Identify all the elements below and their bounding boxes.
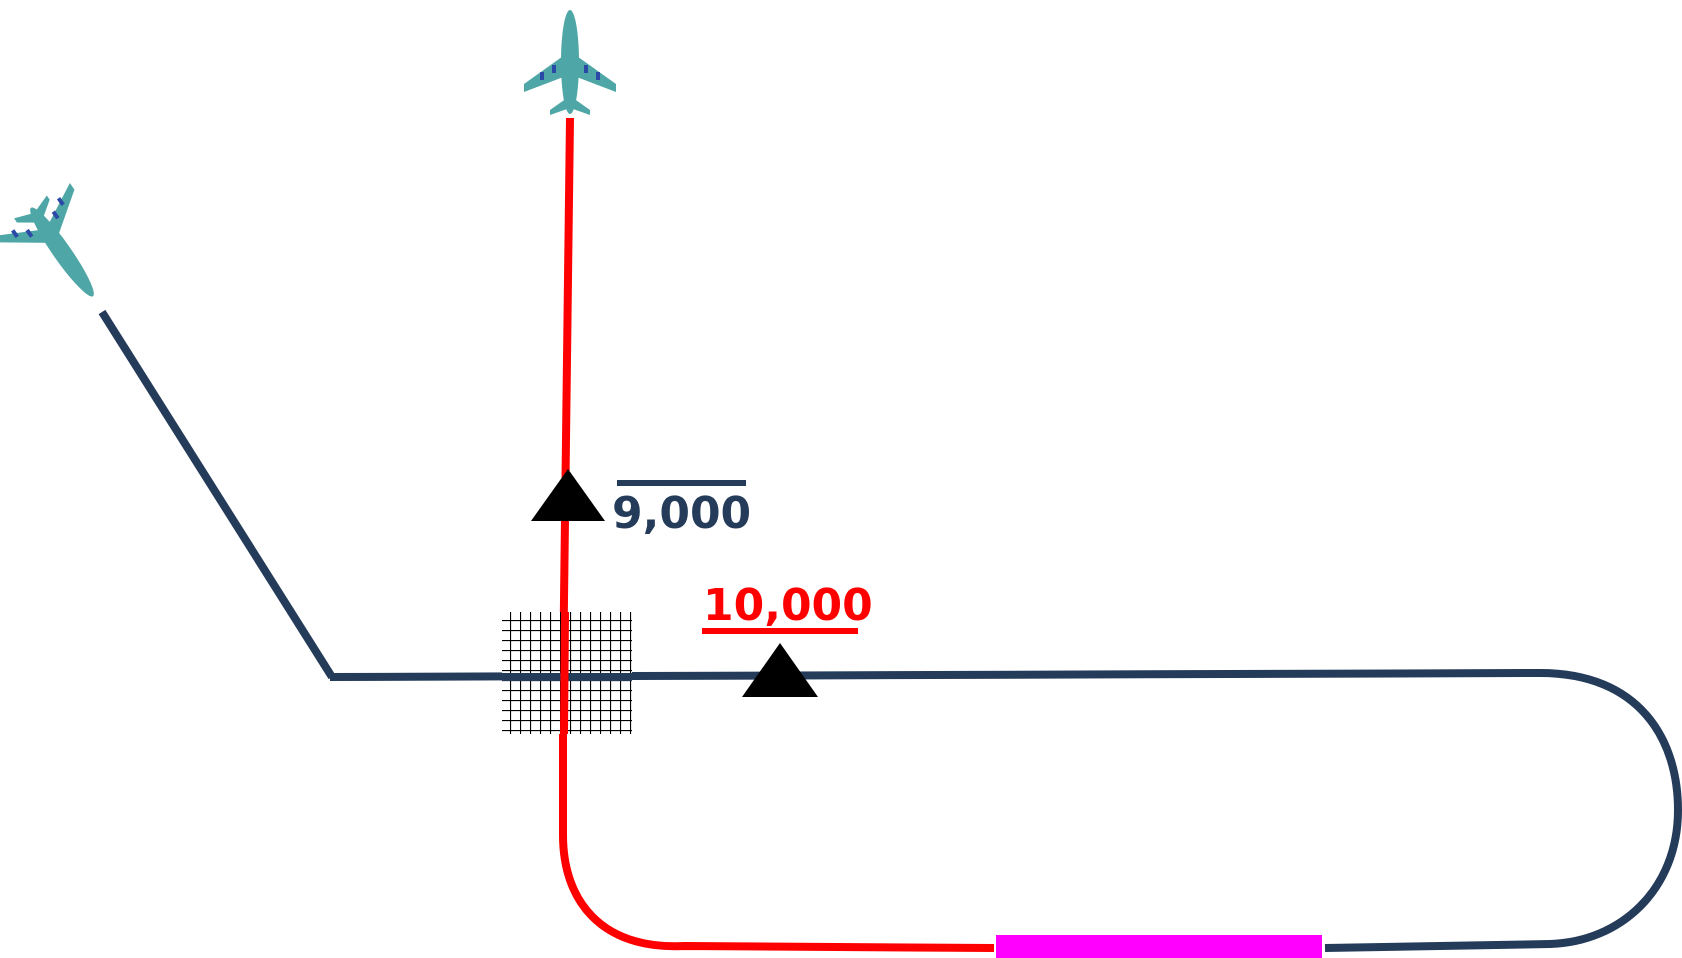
- red-route: [559, 117, 995, 952]
- triangle-fix-icon: [531, 469, 605, 521]
- navy-route-diagonal: [98, 309, 336, 680]
- navy-route-loop: [1324, 669, 1682, 952]
- airplane-icon: [0, 183, 94, 297]
- altitude-9000-label: 9,000: [612, 488, 751, 539]
- triangle-fix-icon: [742, 643, 818, 697]
- airplane-icon: [524, 10, 616, 115]
- magenta-segment: [996, 935, 1322, 958]
- altitude-10000-label: 10,000: [703, 580, 873, 631]
